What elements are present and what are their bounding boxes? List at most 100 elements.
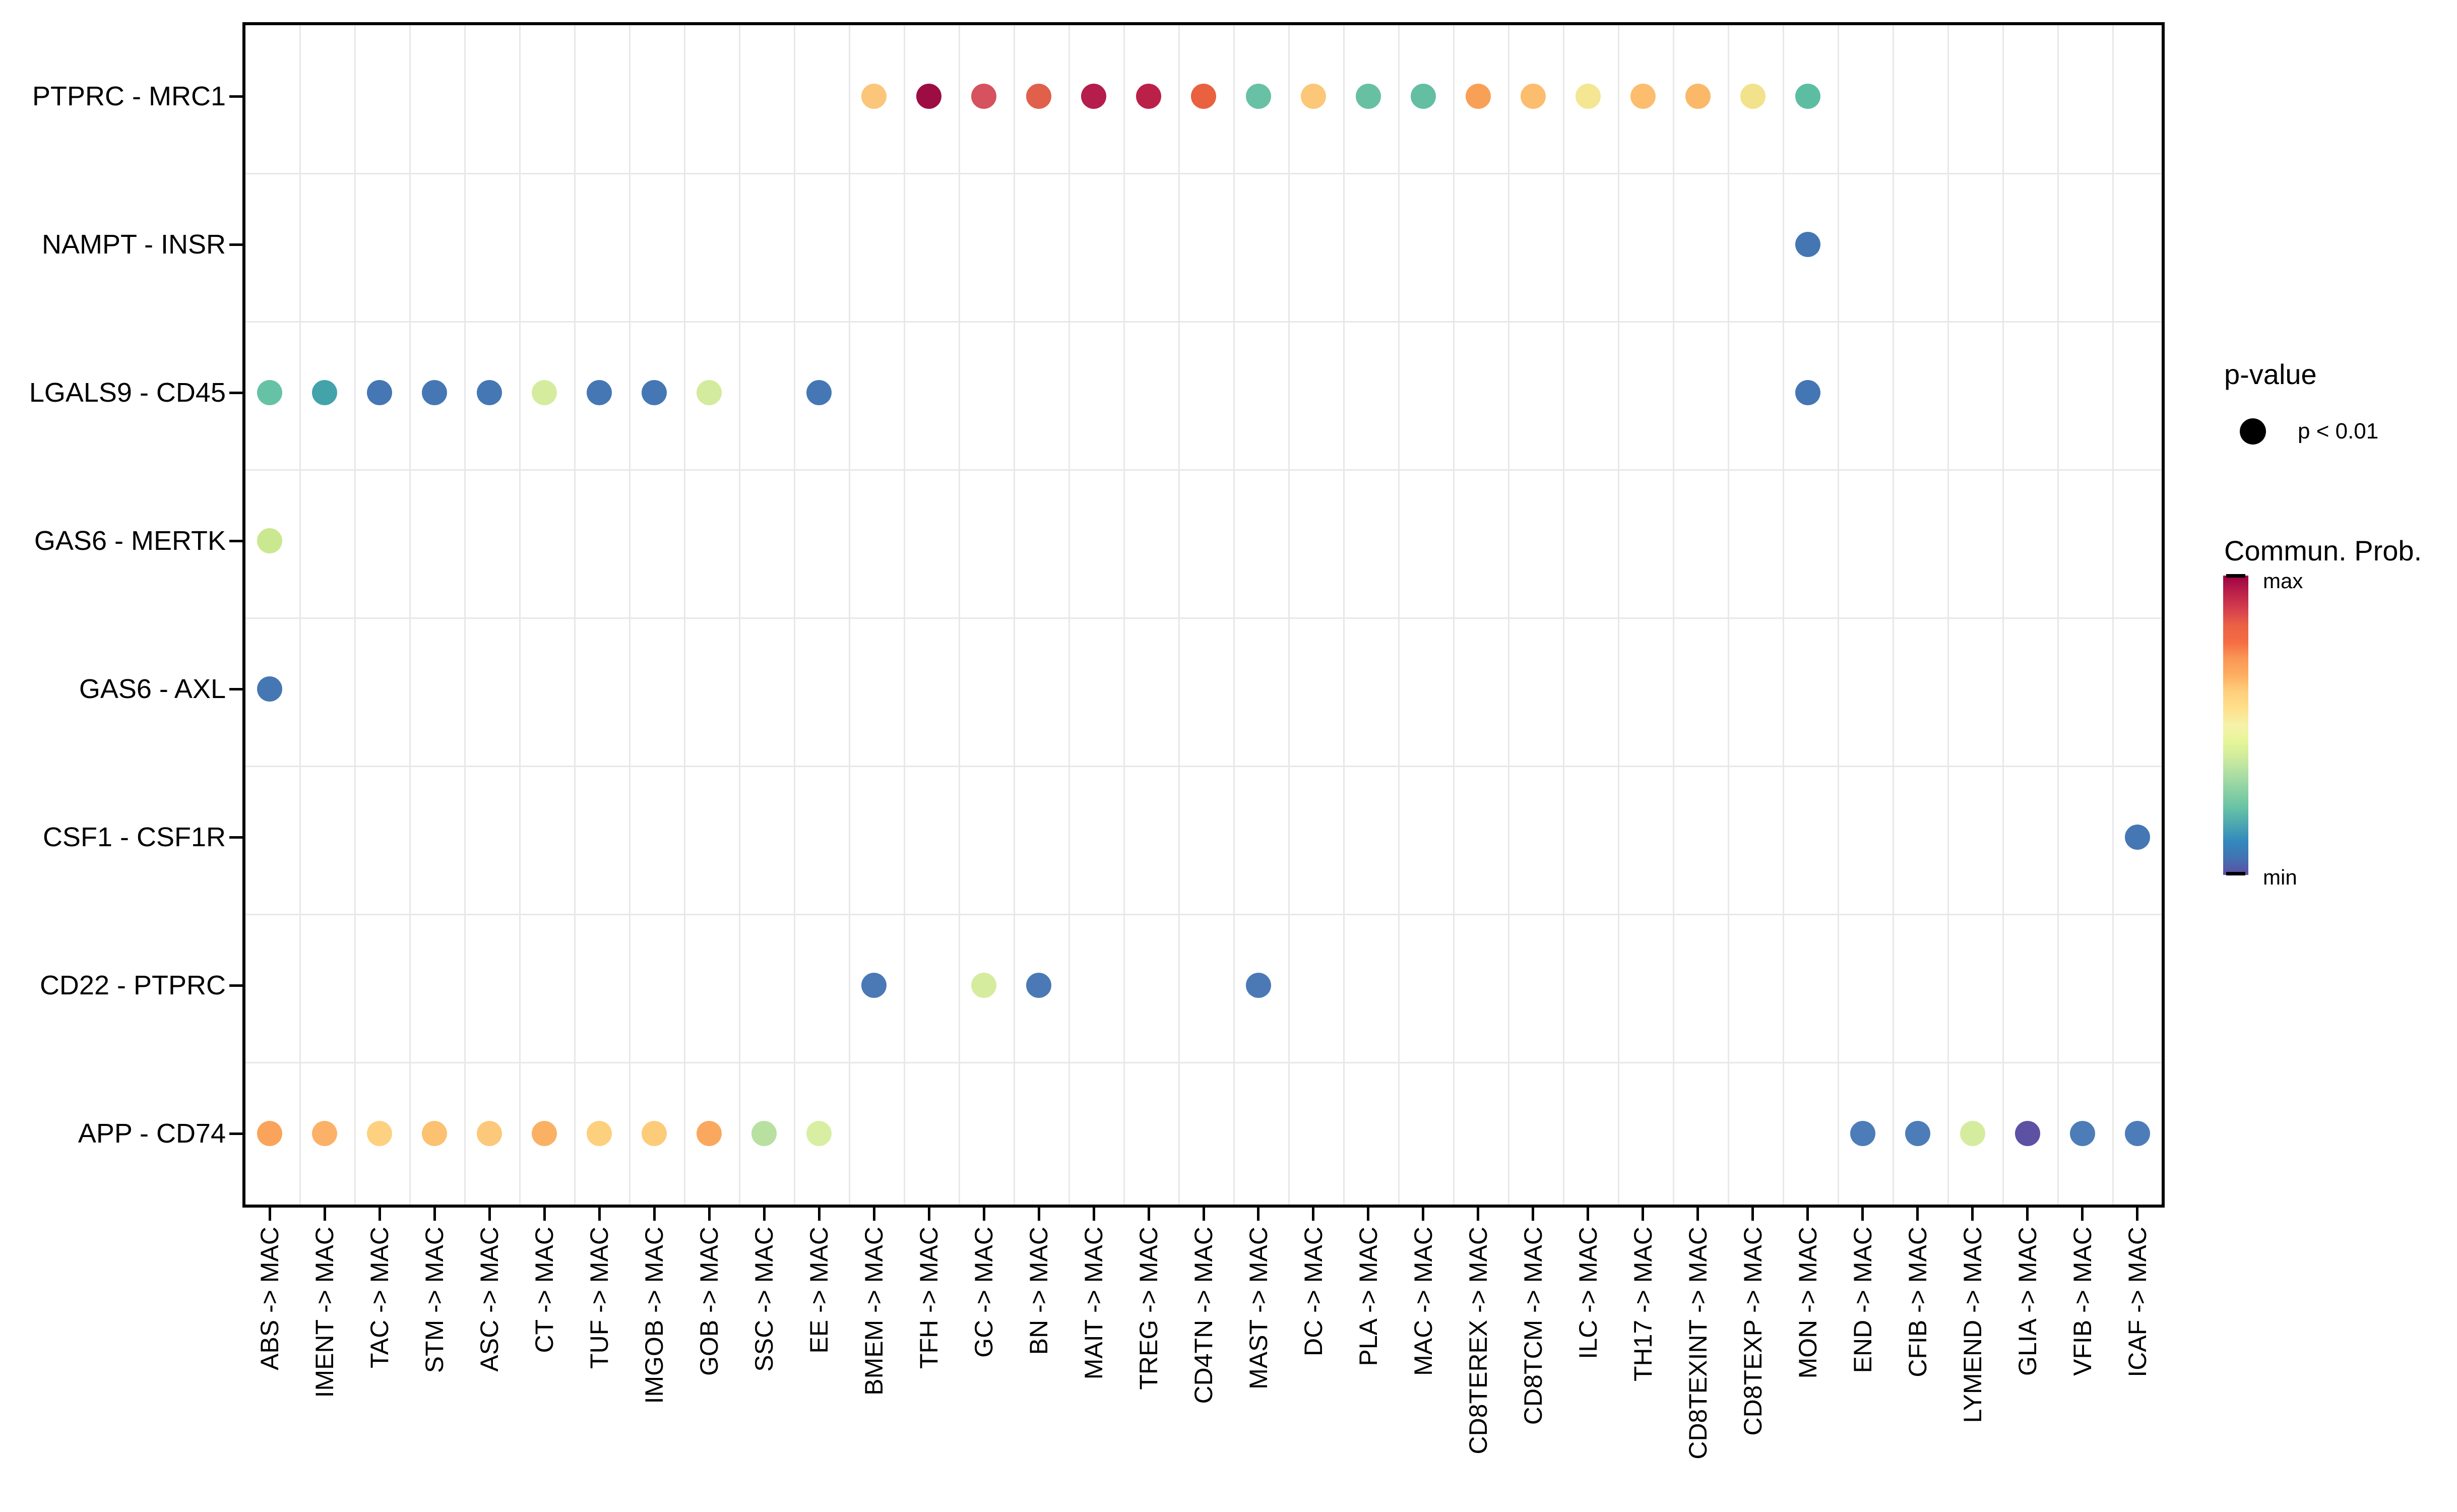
data-dot: [1410, 84, 1436, 109]
x-axis-tick: [1532, 1208, 1535, 1221]
vertical-gridline: [1014, 25, 1016, 1205]
vertical-gridline: [1947, 25, 1949, 1205]
x-axis-tick: [763, 1208, 766, 1221]
x-tick-label: ASC -> MAC: [475, 1227, 504, 1372]
x-tick-label: CD8TCM -> MAC: [1519, 1227, 1547, 1425]
vertical-gridline: [1507, 25, 1509, 1205]
y-tick-label: GAS6 - AXL: [79, 674, 226, 704]
vertical-gridline: [629, 25, 631, 1205]
x-tick-label: TREG -> MAC: [1135, 1227, 1163, 1390]
vertical-gridline: [794, 25, 796, 1205]
x-axis-tick: [268, 1208, 271, 1221]
x-axis-tick: [1312, 1208, 1315, 1221]
data-dot: [367, 380, 393, 405]
vertical-gridline: [1123, 25, 1125, 1205]
x-tick-label: GC -> MAC: [970, 1227, 998, 1358]
y-axis-tick: [229, 539, 242, 542]
vertical-gridline: [2002, 25, 2004, 1205]
x-axis-tick: [1696, 1208, 1699, 1221]
data-dot: [1795, 380, 1820, 405]
x-tick-label: CD8TEREX -> MAC: [1464, 1227, 1492, 1455]
data-dot: [806, 380, 832, 405]
x-axis-tick: [817, 1208, 821, 1221]
data-dot: [1245, 84, 1271, 109]
vertical-gridline: [519, 25, 521, 1205]
vertical-gridline: [739, 25, 741, 1205]
x-axis-tick: [927, 1208, 930, 1221]
data-dot: [2069, 1121, 2095, 1146]
x-axis-tick: [982, 1208, 985, 1221]
data-dot: [2124, 1121, 2150, 1146]
y-tick-label: APP - CD74: [78, 1118, 226, 1149]
x-axis-tick: [2136, 1208, 2138, 1221]
vertical-gridline: [1837, 25, 1839, 1205]
y-axis-tick: [229, 984, 242, 987]
data-dot: [1300, 84, 1326, 109]
x-tick-label: CFIB -> MAC: [1903, 1227, 1932, 1377]
data-dot: [312, 380, 338, 405]
x-tick-label: MAIT -> MAC: [1080, 1227, 1108, 1380]
data-dot: [1465, 84, 1491, 109]
x-axis-tick: [1202, 1208, 1205, 1221]
data-dot: [1136, 84, 1162, 109]
x-tick-label: GOB -> MAC: [695, 1227, 724, 1376]
x-axis-tick: [1587, 1208, 1590, 1221]
vertical-gridline: [1617, 25, 1619, 1205]
y-axis-tick: [229, 391, 242, 394]
vertical-gridline: [574, 25, 576, 1205]
colorbar-max-tick: [2226, 574, 2245, 578]
data-dot: [257, 1121, 283, 1146]
vertical-gridline: [1453, 25, 1455, 1205]
x-axis-tick: [1916, 1208, 1919, 1221]
x-axis-tick: [1751, 1208, 1754, 1221]
vertical-gridline: [1672, 25, 1674, 1205]
vertical-gridline: [2057, 25, 2059, 1205]
data-dot: [1245, 973, 1271, 998]
x-tick-label: ICAF -> MAC: [2123, 1227, 2152, 1377]
data-dot: [257, 528, 283, 553]
x-axis-tick: [2081, 1208, 2084, 1221]
x-tick-label: TAC -> MAC: [365, 1227, 394, 1369]
x-axis-tick: [1861, 1208, 1864, 1221]
data-dot: [312, 1121, 338, 1146]
x-tick-label: TH17 -> MAC: [1628, 1227, 1657, 1382]
data-dot: [422, 380, 448, 405]
x-tick-label: VFIB -> MAC: [2068, 1227, 2097, 1376]
x-axis-tick: [378, 1208, 381, 1221]
x-tick-label: GLIA -> MAC: [2013, 1227, 2042, 1376]
vertical-gridline: [2112, 25, 2114, 1205]
x-tick-label: SSC -> MAC: [750, 1227, 779, 1372]
horizontal-gridline: [245, 172, 2162, 174]
colorbar-gradient: [2223, 576, 2248, 875]
data-dot: [1905, 1121, 1930, 1146]
data-dot: [1520, 84, 1546, 109]
horizontal-gridline: [245, 913, 2162, 915]
x-tick-label: PLA -> MAC: [1354, 1227, 1382, 1366]
vertical-gridline: [1288, 25, 1290, 1205]
x-axis-tick: [1037, 1208, 1040, 1221]
data-dot: [1355, 84, 1381, 109]
data-dot: [971, 84, 997, 109]
x-axis-tick: [323, 1208, 326, 1221]
colorbar-min-tick: [2226, 872, 2245, 875]
y-axis-tick: [229, 243, 242, 246]
data-dot: [806, 1121, 832, 1146]
x-tick-label: MAST -> MAC: [1244, 1227, 1273, 1390]
x-axis-tick: [1422, 1208, 1425, 1221]
vertical-gridline: [1727, 25, 1729, 1205]
x-tick-label: MON -> MAC: [1793, 1227, 1822, 1379]
horizontal-gridline: [245, 469, 2162, 471]
x-axis-tick: [653, 1208, 656, 1221]
data-dot: [1740, 84, 1766, 109]
vertical-gridline: [409, 25, 411, 1205]
y-axis-tick: [229, 836, 242, 839]
data-dot: [257, 676, 283, 702]
y-tick-label: CD22 - PTPRC: [39, 970, 226, 1000]
y-tick-label: GAS6 - MERTK: [34, 526, 226, 556]
vertical-gridline: [354, 25, 356, 1205]
x-axis-tick: [1806, 1208, 1809, 1221]
horizontal-gridline: [245, 617, 2162, 619]
y-axis-tick: [229, 1132, 242, 1135]
x-tick-label: STM -> MAC: [420, 1227, 449, 1373]
x-axis-tick: [1477, 1208, 1480, 1221]
